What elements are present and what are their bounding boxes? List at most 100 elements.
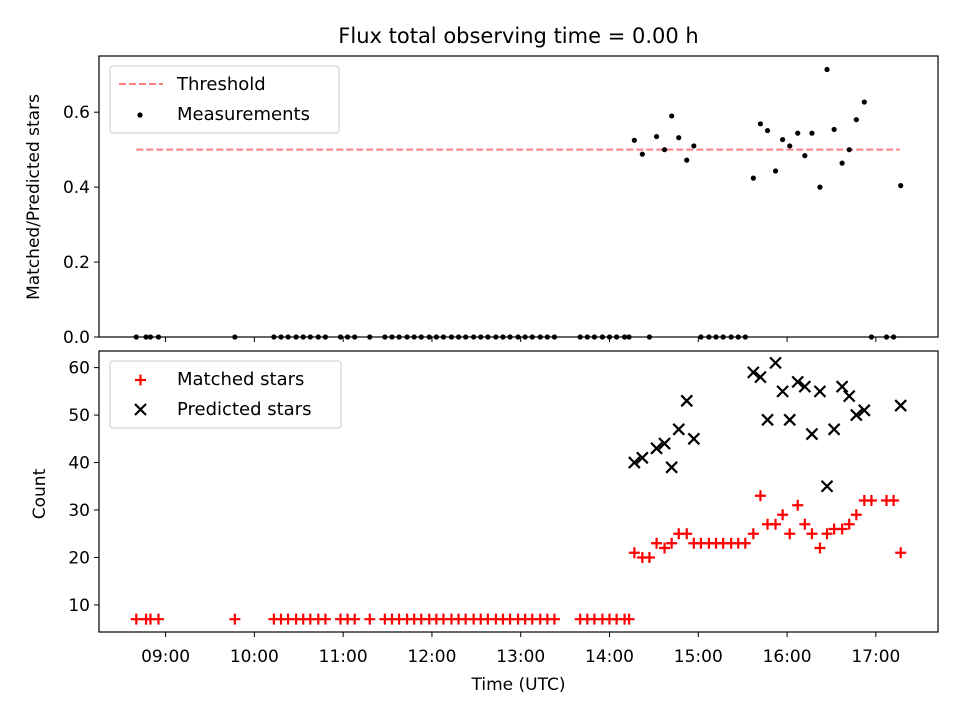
- y-tick-label: 10: [68, 596, 90, 616]
- matched-stars-point: [836, 523, 848, 535]
- x-tick-label: 16:00: [763, 647, 812, 667]
- x-tick-label: 13:00: [496, 647, 545, 667]
- matched-stars-point: [364, 613, 376, 625]
- ratio-y-axis-label: Matched/Predicted stars: [24, 94, 44, 300]
- measurement-point: [485, 334, 491, 340]
- measurement-point: [293, 334, 299, 340]
- predicted-stars-point: [858, 404, 871, 417]
- matched-stars-point: [770, 518, 782, 530]
- matched-stars-point: [777, 509, 789, 521]
- measurement-point: [271, 334, 277, 340]
- measurement-point: [646, 334, 653, 340]
- predicted-stars-point: [798, 380, 812, 393]
- measurement-point: [831, 126, 837, 133]
- ratio-legend: Threshold Measurements: [109, 65, 340, 134]
- predicted-stars-point: [769, 356, 782, 370]
- matched-stars-point: [623, 613, 635, 625]
- matched-stars-point: [806, 528, 818, 540]
- matched-stars-point: [349, 613, 361, 625]
- matched-stars-point: [784, 528, 796, 540]
- predicted-stars-point: [850, 408, 863, 422]
- y-tick-label: 30: [68, 501, 90, 521]
- predicted-stars-point: [820, 480, 834, 493]
- measurement-point: [626, 334, 632, 340]
- measurement-point: [713, 334, 719, 340]
- matched-stars-point: [792, 499, 804, 511]
- measurement-point: [382, 334, 388, 340]
- matched-stars-point: [651, 537, 663, 549]
- y-tick-label: 40: [68, 454, 90, 474]
- predicted-stars-point: [827, 423, 841, 436]
- x-tick-label: 12:00: [407, 647, 456, 667]
- predicted-stars-point: [761, 413, 774, 427]
- y-tick-label: 0.4: [63, 178, 90, 198]
- matched-stars-point: [628, 547, 640, 559]
- matched-stars-point: [814, 542, 826, 554]
- x-tick-label: 14:00: [585, 647, 634, 667]
- predicted-stars-point: [665, 461, 678, 474]
- matched-stars-point: [799, 518, 811, 530]
- y-tick-label: 0.6: [63, 103, 90, 123]
- measurement-point: [861, 99, 867, 105]
- measurement-point: [577, 334, 583, 340]
- x-tick-label: 10:00: [230, 647, 279, 667]
- measurement-point: [698, 334, 704, 340]
- measurement-point: [853, 117, 859, 123]
- matched-stars-point: [865, 495, 877, 507]
- measurement-point: [522, 334, 528, 340]
- predicted-stars-point: [842, 389, 856, 403]
- measurement-point: [691, 143, 697, 149]
- count-legend-box: [109, 360, 342, 429]
- matched-stars-point: [895, 547, 907, 559]
- measurement-point: [493, 334, 499, 340]
- measurement-point: [411, 334, 417, 340]
- count-legend: Matched stars Predicted stars: [109, 360, 342, 429]
- measurement-point: [898, 183, 904, 189]
- measurement-point: [764, 127, 771, 134]
- predicted-stars-point: [650, 442, 663, 455]
- measurement-point: [802, 153, 808, 159]
- legend-predicted-label: Predicted stars: [177, 399, 311, 420]
- measurement-point: [846, 147, 852, 153]
- measurement-point: [337, 334, 344, 340]
- measurement-point: [787, 143, 793, 149]
- predicted-stars-point: [636, 451, 649, 465]
- measurement-point: [809, 130, 815, 136]
- matched-stars-point: [850, 509, 862, 521]
- measurement-point: [307, 334, 313, 340]
- measurement-point: [404, 334, 410, 340]
- measurement-point: [155, 334, 162, 340]
- measurement-point: [515, 334, 521, 340]
- predicted-stars-point: [894, 399, 907, 412]
- predicted-stars-point: [813, 385, 827, 398]
- measurement-point: [278, 334, 284, 340]
- x-tick-label: 11:00: [319, 647, 368, 667]
- measurement-point: [396, 334, 402, 340]
- measurement-point: [591, 334, 598, 340]
- measurement-point: [772, 168, 779, 174]
- legend-predicted-swatch: [134, 403, 147, 416]
- y-tick-label: 0.2: [63, 253, 90, 273]
- ratio-legend-box: [109, 65, 340, 134]
- measurement-point: [537, 334, 543, 340]
- x-tick-label: 17:00: [851, 647, 900, 667]
- chart-title: Flux total observing time = 0.00 h: [338, 24, 698, 48]
- predicted-stars-point: [680, 394, 694, 408]
- matched-stars-point: [229, 613, 241, 625]
- matched-stars-point: [659, 542, 671, 554]
- measurement-point: [742, 334, 748, 340]
- measurement-point: [389, 334, 395, 340]
- measurement-point: [599, 334, 606, 340]
- measurement-point: [507, 334, 513, 340]
- measurement-point: [706, 334, 712, 340]
- matched-stars-point: [130, 613, 142, 625]
- measurement-point: [891, 334, 897, 340]
- predicted-stars-point: [754, 370, 767, 384]
- predicted-stars-point: [783, 413, 797, 427]
- count-plot-area: [98, 350, 939, 633]
- measurement-point: [529, 334, 535, 340]
- measurement-point: [614, 334, 620, 340]
- measurement-point: [500, 334, 506, 340]
- measurement-point: [463, 334, 469, 340]
